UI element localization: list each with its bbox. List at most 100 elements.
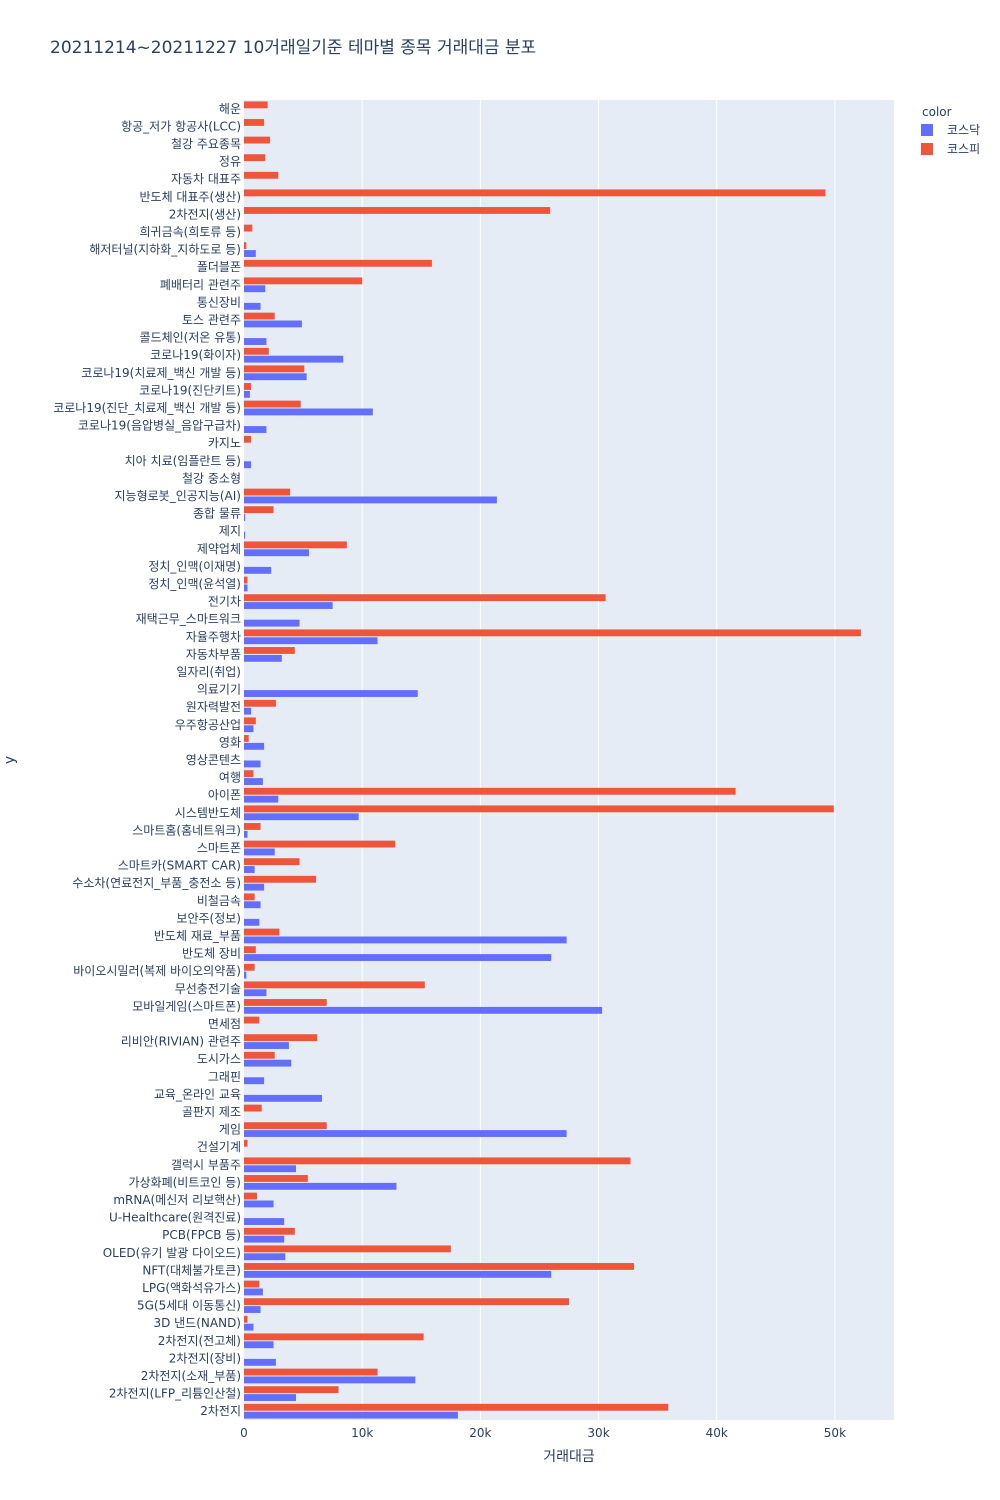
bar-kosdaq[interactable] <box>244 514 246 521</box>
bar-kosdaq[interactable] <box>244 566 272 574</box>
bar-kospi[interactable] <box>244 242 247 250</box>
bar-kosdaq[interactable] <box>244 1059 292 1067</box>
bar-kospi[interactable] <box>244 858 300 866</box>
bar-kosdaq[interactable] <box>244 1006 603 1014</box>
bar-kospi[interactable] <box>244 1034 318 1042</box>
bar-kosdaq[interactable] <box>244 813 359 821</box>
bar-kosdaq[interactable] <box>244 1306 261 1313</box>
bar-kospi[interactable] <box>244 1192 257 1200</box>
bar-kospi[interactable] <box>244 1104 262 1112</box>
bar-kospi[interactable] <box>244 840 396 848</box>
bar-kosdaq[interactable] <box>244 1130 567 1137</box>
bar-kosdaq[interactable] <box>244 760 261 768</box>
bar-kospi[interactable] <box>244 171 279 179</box>
bar-kospi[interactable] <box>244 1157 631 1165</box>
bar-kosdaq[interactable] <box>244 742 265 750</box>
bar-kospi[interactable] <box>244 647 295 654</box>
bar-kospi[interactable] <box>244 400 301 408</box>
bar-kosdaq[interactable] <box>244 637 378 645</box>
bar-kosdaq[interactable] <box>244 549 309 557</box>
bar-kospi[interactable] <box>244 1175 308 1182</box>
legend-swatch[interactable] <box>921 143 933 155</box>
bar-kospi[interactable] <box>244 1139 248 1147</box>
bar-kosdaq[interactable] <box>244 1270 552 1278</box>
bar-kosdaq[interactable] <box>244 954 552 961</box>
bar-kosdaq[interactable] <box>244 901 261 909</box>
bar-kosdaq[interactable] <box>244 795 279 803</box>
bar-kospi[interactable] <box>244 259 432 267</box>
bar-kosdaq[interactable] <box>244 707 252 715</box>
bar-kospi[interactable] <box>244 981 425 989</box>
bar-kosdaq[interactable] <box>244 936 567 944</box>
bar-kosdaq[interactable] <box>244 602 333 609</box>
bar-kospi[interactable] <box>244 823 261 830</box>
bar-kospi[interactable] <box>244 576 248 584</box>
bar-kosdaq[interactable] <box>244 320 302 328</box>
bar-kospi[interactable] <box>244 770 254 778</box>
bar-kosdaq[interactable] <box>244 1253 286 1261</box>
bar-kosdaq[interactable] <box>244 1182 397 1190</box>
bars-group[interactable] <box>244 101 861 1419</box>
bar-kospi[interactable] <box>244 1051 275 1059</box>
bar-kospi[interactable] <box>244 1280 260 1288</box>
bar-kosdaq[interactable] <box>244 1094 322 1102</box>
bar-kosdaq[interactable] <box>244 1288 263 1296</box>
bar-kosdaq[interactable] <box>244 1077 265 1085</box>
bar-kosdaq[interactable] <box>244 1358 276 1366</box>
bar-kosdaq[interactable] <box>244 355 344 363</box>
bar-kosdaq[interactable] <box>244 1165 296 1173</box>
bar-kospi[interactable] <box>244 154 266 162</box>
bar-kosdaq[interactable] <box>244 725 254 733</box>
legend-label[interactable]: 코스피 <box>947 142 980 156</box>
bar-kosdaq[interactable] <box>244 989 267 997</box>
bar-kospi[interactable] <box>244 136 270 144</box>
bar-kosdaq[interactable] <box>244 1235 285 1243</box>
bar-kosdaq[interactable] <box>244 1411 458 1419</box>
bar-kosdaq[interactable] <box>244 830 248 838</box>
bar-kosdaq[interactable] <box>244 285 266 293</box>
bar-kospi[interactable] <box>244 1263 634 1270</box>
bar-kospi[interactable] <box>244 541 347 549</box>
bar-kospi[interactable] <box>244 189 826 197</box>
bar-kospi[interactable] <box>244 717 256 725</box>
bar-kosdaq[interactable] <box>244 584 248 592</box>
bar-kosdaq[interactable] <box>244 531 246 539</box>
bar-kospi[interactable] <box>244 119 265 126</box>
bar-kospi[interactable] <box>244 1368 378 1376</box>
bar-kosdaq[interactable] <box>244 302 261 310</box>
bar-kospi[interactable] <box>244 224 253 232</box>
bar-kospi[interactable] <box>244 435 252 443</box>
bar-kospi[interactable] <box>244 101 268 109</box>
bar-kosdaq[interactable] <box>244 1341 274 1349</box>
bar-kosdaq[interactable] <box>244 654 282 662</box>
bar-kospi[interactable] <box>244 963 255 971</box>
bar-kosdaq[interactable] <box>244 883 265 891</box>
bar-kosdaq[interactable] <box>244 373 307 381</box>
bar-kospi[interactable] <box>244 488 291 496</box>
bar-kospi[interactable] <box>244 365 305 373</box>
bar-kosdaq[interactable] <box>244 461 252 469</box>
bar-kosdaq[interactable] <box>244 390 250 398</box>
bar-kospi[interactable] <box>244 207 551 214</box>
bar-kospi[interactable] <box>244 999 327 1006</box>
bar-kosdaq[interactable] <box>244 1042 289 1049</box>
bar-kospi[interactable] <box>244 805 834 813</box>
bar-kosdaq[interactable] <box>244 250 256 257</box>
bar-kospi[interactable] <box>244 1315 248 1323</box>
bar-kospi[interactable] <box>244 1298 569 1306</box>
bar-kosdaq[interactable] <box>244 690 418 697</box>
bar-kospi[interactable] <box>244 875 317 883</box>
bar-kospi[interactable] <box>244 1333 424 1341</box>
bar-kosdaq[interactable] <box>244 1376 416 1384</box>
bar-kosdaq[interactable] <box>244 1218 285 1225</box>
bar-kospi[interactable] <box>244 1386 339 1394</box>
legend-swatch[interactable] <box>921 124 933 136</box>
bar-kospi[interactable] <box>244 1122 327 1130</box>
bar-kospi[interactable] <box>244 928 280 936</box>
bar-kospi[interactable] <box>244 699 276 707</box>
bar-kosdaq[interactable] <box>244 426 267 433</box>
bar-kosdaq[interactable] <box>244 918 260 926</box>
bar-kospi[interactable] <box>244 506 274 514</box>
bar-kospi[interactable] <box>244 383 252 390</box>
bar-kospi[interactable] <box>244 787 736 795</box>
